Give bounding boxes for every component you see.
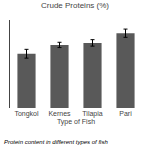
svg-text:Crude Proteins (%): Crude Proteins (%) (41, 1, 109, 10)
svg-text:Pari: Pari (119, 110, 132, 117)
svg-text:Tilapia: Tilapia (82, 110, 102, 118)
svg-text:Tongkol: Tongkol (14, 110, 39, 118)
svg-text:Protein content in different t: Protein content in different types of fi… (4, 139, 108, 145)
svg-text:Kernes: Kernes (48, 110, 71, 117)
svg-text:Type of Fish: Type of Fish (57, 118, 95, 126)
